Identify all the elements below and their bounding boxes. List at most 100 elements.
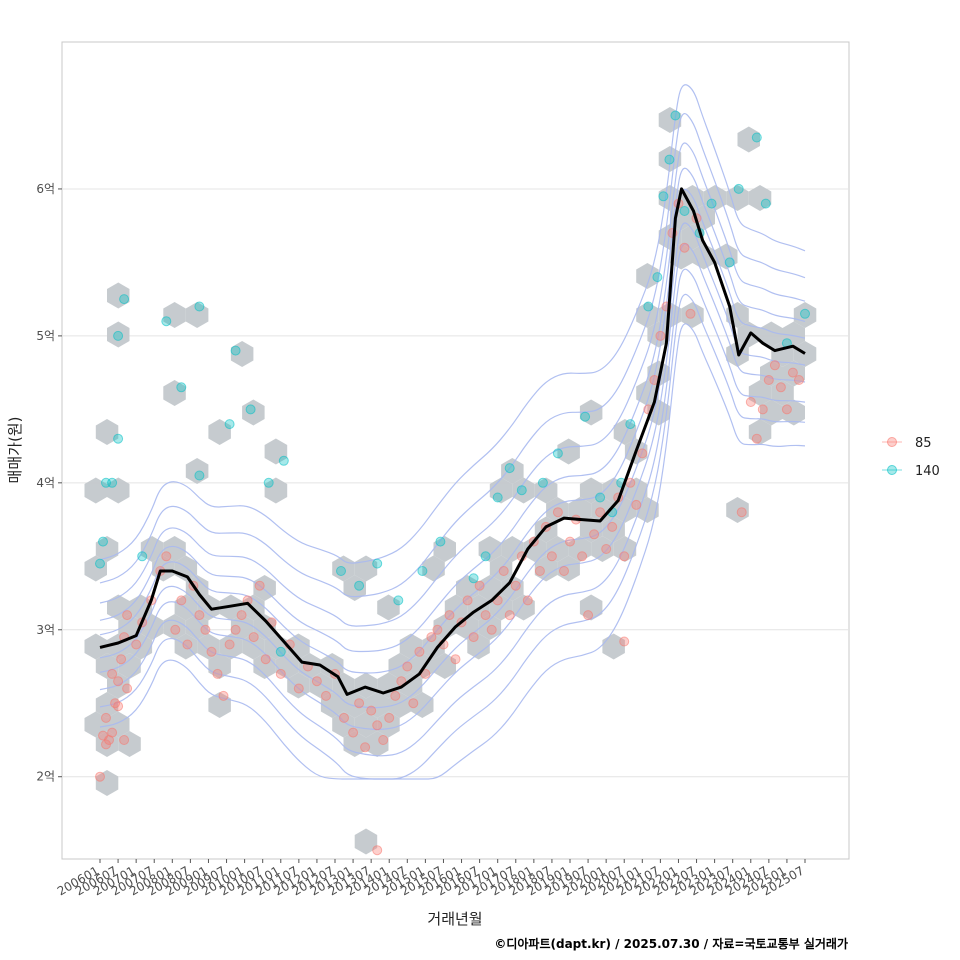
hex-cell-113	[163, 380, 186, 406]
point-85-65	[468, 632, 479, 643]
hexbin-layer	[84, 107, 817, 855]
point-85-76	[534, 566, 545, 576]
point-85-49	[372, 720, 383, 731]
point-140-10	[194, 301, 205, 312]
point-85-68	[486, 624, 497, 635]
hex-cell-144	[703, 185, 727, 211]
point-85-88	[607, 521, 618, 532]
contour-9	[99, 323, 806, 780]
trend-line	[99, 187, 806, 696]
hex-cell-32	[253, 614, 276, 640]
hex-cell-134	[557, 438, 580, 465]
point-85-70	[498, 566, 509, 576]
hex-cell-155	[354, 672, 378, 699]
contour-5	[99, 222, 806, 709]
point-85-7	[116, 654, 127, 665]
hex-cell-15	[163, 536, 186, 562]
point-85-67	[480, 610, 491, 621]
point-85-59	[432, 624, 443, 635]
hex-cell-107	[107, 477, 130, 504]
point-85-13	[119, 735, 130, 745]
y-tick-label-1: 3억	[36, 623, 55, 637]
hex-cell-60	[478, 575, 502, 601]
point-85-45	[348, 727, 359, 738]
point-85-84	[583, 610, 594, 621]
contour-6	[99, 243, 806, 731]
hex-cell-164	[760, 321, 783, 348]
hex-cell-29	[242, 633, 265, 660]
point-85-25	[200, 624, 211, 635]
point-140-18	[336, 566, 346, 576]
legend-item-140[interactable]: 140	[882, 464, 940, 479]
hex-cell-92	[681, 302, 704, 328]
point-85-0	[95, 771, 105, 782]
hex-cell-130	[489, 477, 513, 504]
hex-cell-114	[185, 302, 209, 328]
point-140-37	[652, 272, 663, 283]
point-85-113	[794, 375, 804, 385]
point-85-109	[769, 360, 780, 371]
hex-cell-149	[782, 321, 805, 348]
point-140-20	[372, 558, 383, 569]
point-140-12	[224, 419, 235, 430]
point-85-52	[390, 690, 401, 701]
hex-cell-61	[478, 614, 502, 640]
point-85-72	[510, 580, 521, 591]
hex-cell-147	[737, 126, 760, 153]
point-140-30	[552, 448, 563, 459]
legend-item-85[interactable]: 85	[882, 436, 932, 451]
point-85-10	[101, 739, 111, 750]
point-85-46	[354, 698, 365, 709]
hex-cell-45	[366, 731, 389, 757]
point-85-83	[577, 551, 588, 562]
hex-cell-94	[602, 633, 625, 660]
hex-cell-95	[354, 828, 378, 855]
hex-cell-10	[118, 731, 141, 757]
point-85-64	[462, 595, 473, 606]
point-85-58	[426, 632, 437, 643]
point-85-11	[107, 668, 118, 679]
point-140-23	[435, 536, 446, 547]
point-85-22	[182, 639, 193, 650]
point-85-100	[679, 242, 690, 253]
point-140-4	[113, 433, 124, 444]
point-140-14	[245, 404, 256, 415]
hex-cell-39	[320, 653, 344, 679]
point-85-4	[107, 727, 118, 738]
point-85-14	[122, 683, 133, 694]
hex-cell-148	[748, 185, 772, 211]
point-140-29	[537, 477, 548, 488]
point-85-74	[522, 595, 533, 606]
point-85-85	[589, 529, 600, 540]
hex-cell-122	[332, 555, 355, 582]
point-140-9	[176, 382, 187, 393]
hex-cell-139	[636, 263, 659, 289]
point-140-27	[504, 463, 515, 474]
point-85-96	[655, 330, 666, 341]
y-axis-title: 매매가(원)	[6, 417, 24, 484]
plot-panel	[61, 41, 850, 860]
hex-cell-166	[793, 341, 817, 367]
point-140-7	[137, 551, 148, 562]
point-85-106	[751, 433, 762, 444]
point-140-46	[751, 132, 762, 143]
legend-key-140	[887, 465, 897, 475]
point-85-108	[763, 375, 774, 385]
hex-cell-110	[107, 282, 130, 309]
point-85-47	[360, 742, 371, 753]
point-85-92	[631, 499, 642, 510]
hex-cell-146	[726, 185, 749, 211]
point-85-27	[212, 668, 223, 679]
point-85-111	[781, 404, 792, 415]
point-85-42	[321, 690, 331, 701]
point-140-24	[468, 573, 479, 584]
point-85-26	[206, 646, 217, 657]
contour-3	[99, 167, 806, 653]
point-140-43	[706, 198, 717, 209]
hex-cell-65	[501, 536, 524, 562]
contour-0	[99, 84, 806, 564]
point-85-90	[619, 551, 630, 562]
hex-cell-112	[163, 302, 186, 328]
point-140-16	[278, 455, 289, 466]
